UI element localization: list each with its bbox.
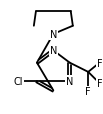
Text: F: F <box>97 58 102 68</box>
Text: N: N <box>50 46 57 56</box>
Text: F: F <box>97 78 102 88</box>
Text: N: N <box>50 30 57 40</box>
Text: F: F <box>85 87 91 97</box>
Text: Cl: Cl <box>14 76 23 86</box>
Text: N: N <box>66 76 73 86</box>
